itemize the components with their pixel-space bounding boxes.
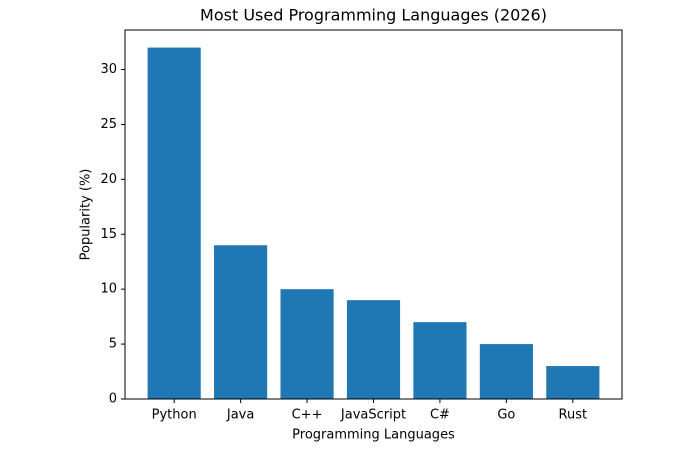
x-tick-label: C++ <box>292 408 323 423</box>
x-axis-label: Programming Languages <box>292 428 455 443</box>
chart-title: Most Used Programming Languages (2026) <box>200 6 547 25</box>
x-tick-label: Python <box>152 408 197 423</box>
x-tick-label: Java <box>226 408 254 423</box>
x-tick-label: JavaScript <box>340 408 406 423</box>
y-tick-label: 5 <box>109 337 117 352</box>
y-axis-label: Popularity (%) <box>79 169 94 261</box>
y-tick-label: 0 <box>109 392 117 407</box>
y-tick-label: 30 <box>100 62 117 77</box>
bar <box>546 366 600 399</box>
bar <box>214 245 268 399</box>
bar <box>147 47 201 399</box>
x-tick-label: Go <box>497 408 515 423</box>
y-tick-label: 25 <box>100 117 117 132</box>
x-tick-label: Rust <box>559 408 588 423</box>
bar <box>280 289 334 399</box>
bar <box>346 300 401 399</box>
bar <box>413 322 467 399</box>
y-tick-label: 15 <box>100 227 117 242</box>
y-tick-label: 20 <box>100 172 117 187</box>
y-tick-label: 10 <box>100 282 117 297</box>
axes-frame <box>124 29 623 400</box>
bar <box>479 344 533 399</box>
x-tick-label: C# <box>430 408 450 423</box>
